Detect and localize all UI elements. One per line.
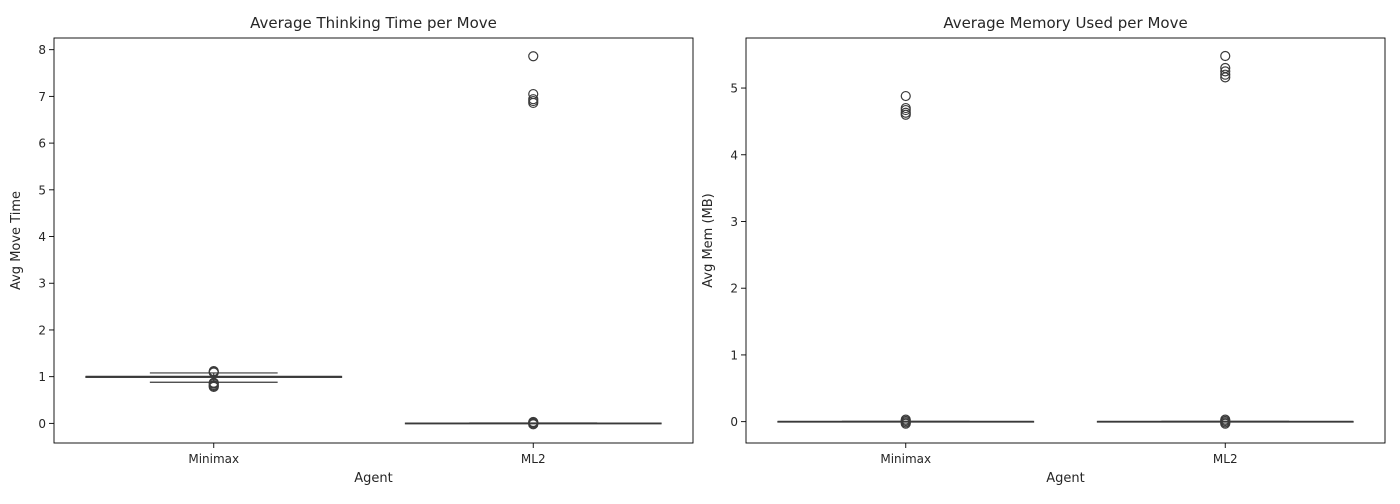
y-tick-label: 8 (38, 43, 46, 57)
x-tick-label: ML2 (521, 452, 546, 466)
outlier-point (528, 51, 539, 62)
y-tick-label: 4 (730, 148, 738, 162)
y-tick-label: 1 (38, 370, 46, 384)
outlier-point (1220, 66, 1231, 77)
y-tick-label: 4 (38, 230, 46, 244)
x-axis-label: Agent (1046, 471, 1084, 486)
y-tick-label: 1 (730, 348, 738, 362)
y-tick-label: 3 (38, 277, 46, 291)
outlier-point (900, 102, 911, 114)
outlier-point (900, 90, 911, 102)
outlier-point (1220, 414, 1231, 425)
y-axis-label: Avg Mem (MB) (701, 193, 716, 288)
axes-frame (53, 37, 694, 444)
chart-title: Average Memory Used per Move (943, 14, 1187, 32)
outlier-point (1220, 50, 1231, 62)
y-tick-label: 2 (730, 282, 738, 296)
x-tick-label: Minimax (880, 452, 931, 466)
y-tick-label: 5 (38, 183, 46, 197)
outlier-point (208, 365, 219, 377)
x-tick-label: ML2 (1213, 452, 1238, 466)
outlier-point (900, 107, 911, 118)
outlier-point (208, 377, 219, 388)
outlier-point (528, 416, 539, 428)
outlier-point (1220, 62, 1231, 74)
x-axis-label: Agent (354, 471, 392, 486)
y-tick-label: 5 (730, 82, 738, 96)
y-tick-label: 7 (38, 90, 46, 104)
outlier-point (528, 94, 539, 105)
box-ml2 (404, 51, 662, 430)
box-minimax (85, 365, 343, 393)
chart-title: Average Thinking Time per Move (250, 14, 497, 32)
y-tick-label: 6 (38, 137, 46, 151)
axes-frame (745, 37, 1386, 444)
y-tick-label: 3 (730, 215, 738, 229)
outlier-point (528, 88, 539, 100)
y-tick-label: 0 (38, 417, 46, 431)
x-tick-label: Minimax (188, 452, 239, 466)
y-axis-label: Avg Move Time (9, 191, 24, 290)
y-tick-label: 2 (38, 323, 46, 337)
y-tick-label: 0 (730, 415, 738, 429)
outlier-point (1220, 69, 1231, 80)
box-minimax (777, 90, 1035, 429)
outlier-point (900, 414, 911, 425)
chart-panel-2: Average Memory Used per Move Avg Mem (MB)… (701, 14, 1386, 486)
chart-panel-1: Average Thinking Time per Move Avg Move T… (9, 14, 694, 486)
box-ml2 (1096, 50, 1354, 429)
